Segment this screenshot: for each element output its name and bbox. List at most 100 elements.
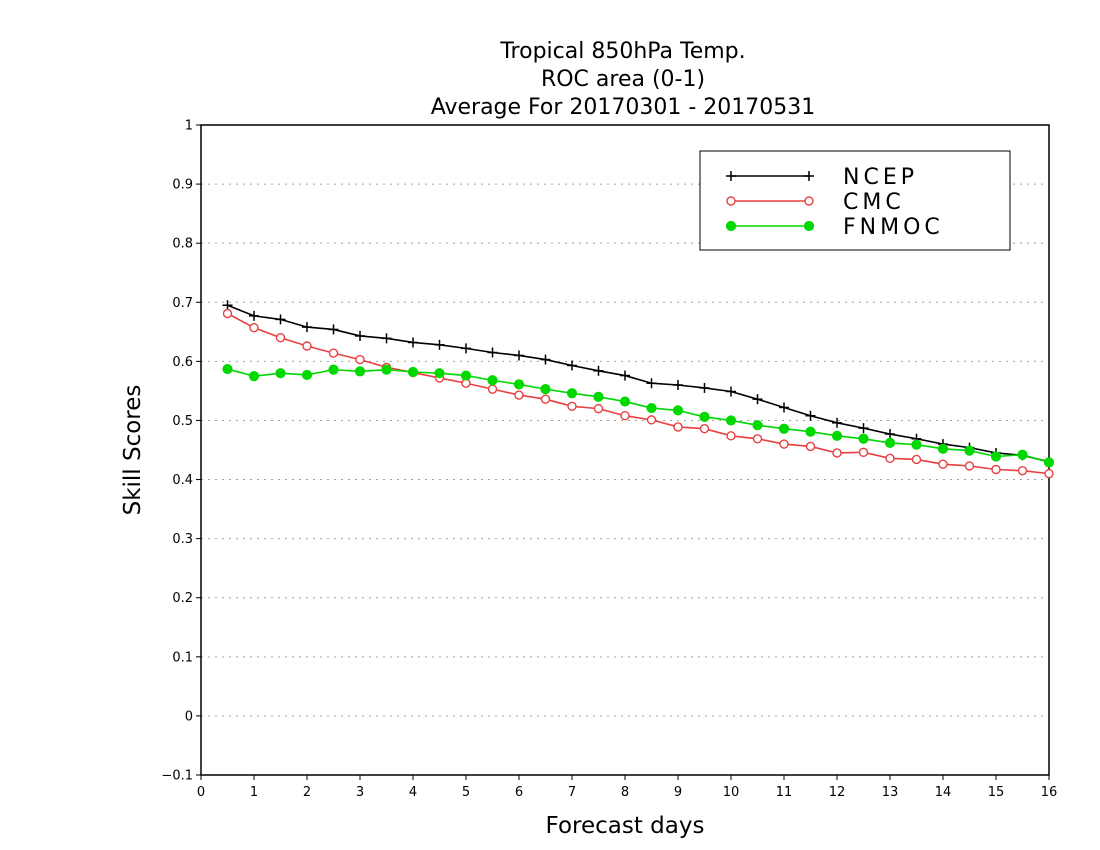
data-point (646, 378, 657, 389)
data-point (540, 384, 551, 395)
data-point (620, 411, 630, 421)
data-point (699, 382, 710, 393)
data-point (1044, 468, 1054, 479)
data-point (725, 415, 737, 426)
data-point (328, 348, 339, 358)
data-point (620, 370, 630, 381)
x-tick-label: 15 (988, 785, 1005, 800)
y-tick-label: 0.2 (172, 591, 193, 606)
y-axis-label: Skill Scores (120, 385, 146, 516)
title-line-2: ROC area (0-1) (541, 67, 705, 92)
data-point (434, 339, 445, 350)
y-tick-label: 0.1 (172, 650, 193, 665)
data-point (699, 424, 710, 434)
y-tick-label: 0.3 (172, 532, 193, 547)
x-tick-label: 5 (462, 785, 470, 800)
y-tick-label: −0.1 (161, 769, 193, 784)
data-point (487, 375, 498, 386)
y-tick-label: 1 (185, 119, 193, 134)
data-point (885, 429, 895, 440)
x-tick-label: 10 (723, 785, 740, 800)
data-point (487, 347, 498, 358)
data-point (911, 439, 922, 450)
data-point (699, 411, 710, 423)
series-cmc (222, 308, 1054, 479)
title-line-3: Average For 20170301 - 20170531 (431, 95, 816, 120)
data-point (752, 420, 763, 431)
legend-label: CMC (843, 190, 905, 215)
title-line-1: Tropical 850hPa Temp. (499, 39, 745, 64)
x-axis: 0 1 2 3 4 5 6 7 8 9 10 11 12 13 14 15 16 (197, 775, 1057, 800)
data-point (567, 401, 577, 411)
x-tick-label: 3 (356, 785, 364, 800)
data-point (646, 402, 657, 414)
x-tick-label: 7 (568, 785, 576, 800)
x-tick-label: 1 (250, 785, 258, 800)
grid-lines (201, 183, 1049, 717)
series-ncep (222, 300, 1054, 467)
legend-entry-ncep: NCEP (726, 165, 918, 190)
data-point (567, 360, 577, 371)
data-point (222, 300, 233, 311)
data-point (275, 333, 286, 343)
x-tick-label: 4 (409, 785, 417, 800)
series-line-fnmoc (227, 368, 1050, 464)
y-tick-label: 0.6 (172, 355, 193, 370)
data-point (858, 423, 869, 434)
x-axis-label: Forecast days (546, 813, 705, 839)
data-point (726, 431, 736, 441)
data-series (222, 300, 1055, 479)
y-tick-label: 0.5 (172, 414, 193, 429)
data-point (673, 380, 683, 390)
data-point (434, 368, 445, 379)
data-point (805, 441, 816, 452)
legend-label: FNMOC (843, 215, 944, 240)
legend-label: NCEP (843, 165, 918, 190)
data-point (566, 388, 578, 399)
x-tick-label: 9 (674, 785, 682, 800)
y-tick-label: 0.4 (172, 473, 193, 488)
data-point (461, 343, 471, 354)
y-tick-label: 0 (185, 709, 193, 724)
data-point (779, 402, 789, 413)
data-point (407, 366, 419, 378)
data-point (513, 379, 525, 390)
y-tick-label: 0.9 (172, 178, 193, 193)
data-point (222, 308, 233, 319)
data-point (884, 437, 896, 449)
data-point (249, 310, 259, 321)
x-tick-label: 11 (776, 785, 793, 800)
x-tick-label: 12 (829, 785, 846, 800)
data-point (487, 384, 498, 394)
data-point (885, 453, 895, 463)
data-point (805, 410, 816, 421)
data-point (354, 366, 366, 377)
data-point (619, 396, 631, 407)
data-point (831, 430, 843, 441)
data-point (938, 459, 948, 469)
data-point (1043, 457, 1055, 468)
data-point (355, 354, 365, 365)
data-point (540, 354, 551, 365)
data-point (832, 417, 842, 428)
data-point (964, 461, 975, 471)
y-tick-label: 0.7 (172, 296, 193, 311)
data-point (593, 403, 604, 414)
data-point (514, 350, 524, 361)
x-tick-label: 14 (935, 785, 952, 800)
data-point (1017, 449, 1028, 460)
data-point (726, 386, 736, 397)
data-point (540, 394, 551, 404)
data-point (964, 445, 975, 456)
legend-marker (725, 220, 737, 232)
data-point (832, 448, 842, 458)
data-point (302, 322, 312, 333)
data-point (408, 337, 418, 348)
data-point (1017, 465, 1028, 476)
data-point (275, 368, 286, 379)
data-point (460, 370, 472, 381)
x-tick-label: 16 (1041, 785, 1058, 800)
x-tick-label: 6 (515, 785, 523, 800)
